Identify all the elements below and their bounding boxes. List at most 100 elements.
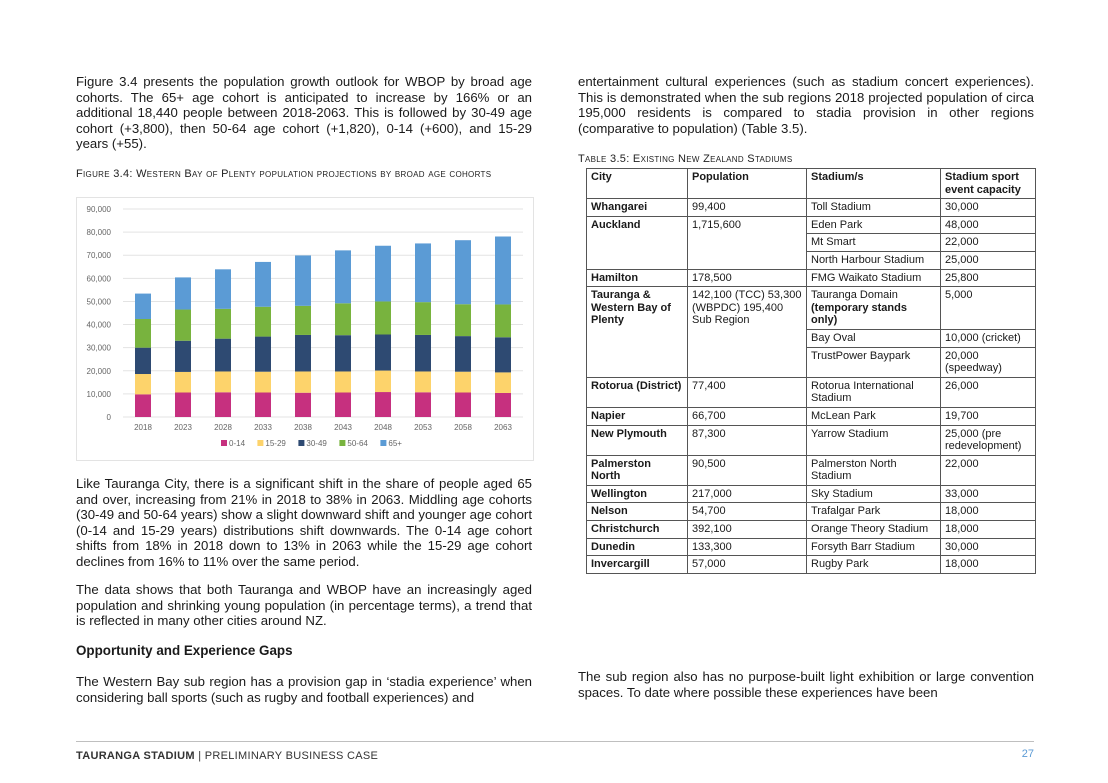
city-cell: Invercargill <box>586 555 688 574</box>
bar-segment-65+ <box>215 269 231 309</box>
bar-segment-0-14 <box>375 392 391 417</box>
bar-segment-15-29 <box>375 370 391 393</box>
y-tick-label: 10,000 <box>87 390 112 399</box>
y-tick-label: 30,000 <box>87 344 112 353</box>
bar-segment-15-29 <box>455 371 471 393</box>
legend-swatch <box>298 440 305 446</box>
stadiums-table: City Population Stadium/s Stadium sport eve… <box>586 167 1036 574</box>
bar-segment-65+ <box>255 261 271 307</box>
capacity-cell: 22,000 <box>940 454 1036 486</box>
bar-segment-30-49 <box>335 335 351 372</box>
stadium-cell: Palmerston North Stadium <box>806 454 941 486</box>
provision-gap-paragraph: The Western Bay sub region has a provisi… <box>76 674 532 705</box>
page-number: 27 <box>1021 748 1034 760</box>
y-tick-label: 90,000 <box>87 205 112 214</box>
x-tick-label: 2058 <box>454 423 472 432</box>
stadium-name: Rotorua International Stadium <box>811 379 914 405</box>
stadium-name: Rugby Park <box>811 558 869 571</box>
capacity-cell: 22,000 <box>940 233 1036 252</box>
capacity-cell: 18,000 <box>940 502 1036 522</box>
footer-rule <box>76 741 1034 742</box>
bar-segment-0-14 <box>135 394 151 417</box>
table-row: Whangarei 99,400 Toll Stadium 30,000 <box>586 198 1036 217</box>
y-tick-label: 50,000 <box>87 297 112 306</box>
population-cell: 392,100 <box>687 520 807 539</box>
bar-segment-65+ <box>135 293 151 320</box>
bar-segment-50-64 <box>175 309 191 341</box>
population-cell: 142,100 (TCC) 53,300 (WBPDC) 195,400 Sub… <box>687 286 807 378</box>
bar-segment-30-49 <box>135 347 151 375</box>
table-row: New Plymouth 87,300 Yarrow Stadium 25,000 (… <box>586 424 1036 456</box>
stadium-name: Eden Park <box>811 218 863 231</box>
capacity-cell: 25,000 (pre redevelopment) <box>940 424 1036 456</box>
bar-segment-15-29 <box>215 371 231 393</box>
stadium-cell: Rotorua International Stadium <box>806 376 941 408</box>
population-cell: 178,500 <box>687 268 807 288</box>
bar-segment-65+ <box>495 236 511 305</box>
bar-segment-30-49 <box>415 334 431 372</box>
population-chart-svg: 0 10,000 20,000 30,000 40,000 50,000 60,000 70,… <box>87 205 523 448</box>
footer-brand: TAURANGA STADIUM <box>76 750 195 762</box>
stadium-name: TrustPower Baypark <box>811 349 911 362</box>
capacity-cell: 30,000 <box>940 537 1036 557</box>
section-heading: Opportunity and Experience Gaps <box>76 643 293 658</box>
stadium-cell: McLean Park <box>806 406 941 426</box>
bar-segment-15-29 <box>175 371 191 393</box>
capacity-cell: 30,000 <box>940 198 1036 217</box>
bar-segment-30-49 <box>255 336 271 372</box>
stadium-name: FMG Waikato Stadium <box>811 271 922 284</box>
bar-segment-50-64 <box>215 308 231 339</box>
stadium-cell: TrustPower Baypark <box>806 346 941 378</box>
bar-segment-50-64 <box>335 303 351 336</box>
stadium-name: North Harbour Stadium <box>811 253 925 266</box>
capacity-cell: 25,800 <box>940 268 1036 288</box>
table-row: Auckland 1,715,600 Eden Park 48,000 <box>586 215 1036 270</box>
stadium-name: McLean Park <box>811 409 876 422</box>
stadium-name: Palmerston North Stadium <box>811 457 897 483</box>
capacity-cell: 10,000 (cricket) <box>940 328 1036 348</box>
x-tick-label: 2028 <box>214 423 232 432</box>
x-tick-label: 2038 <box>294 423 312 432</box>
x-tick-label: 2053 <box>414 423 432 432</box>
table-row: Tauranga & Western Bay of Plenty 142,100 … <box>586 286 1036 378</box>
bar-segment-50-64 <box>255 306 271 337</box>
population-cell: 1,715,600 <box>687 215 807 270</box>
legend-swatch <box>221 440 227 446</box>
bar-segment-0-14 <box>455 392 471 417</box>
bar-segment-15-29 <box>295 371 311 393</box>
population-cell: 133,300 <box>687 537 807 557</box>
table-row: Invercargill 57,000 Rugby Park 18,000 <box>586 555 1036 574</box>
legend-label: 50-64 <box>347 439 368 448</box>
legend-label: 15-29 <box>265 439 286 448</box>
stadium-name: Orange Theory Stadium <box>811 523 929 536</box>
bar-segment-65+ <box>455 240 471 305</box>
city-cell: Rotorua (District) <box>586 376 688 408</box>
bar-segment-50-64 <box>295 305 311 335</box>
stadium-name: Sky Stadium <box>811 487 873 500</box>
bar-segment-50-64 <box>495 304 511 338</box>
stadium-name: Mt Smart <box>811 236 856 249</box>
bar-segment-30-49 <box>455 336 471 372</box>
stadium-cell: Sky Stadium <box>806 484 941 504</box>
exhibition-paragraph: The sub region also has no purpose-built… <box>578 669 1034 700</box>
population-cell: 90,500 <box>687 454 807 486</box>
population-cell: 77,400 <box>687 376 807 408</box>
right-intro-paragraph: entertainment cultural experiences (such… <box>578 74 1034 136</box>
table-row: Napier 66,700 McLean Park 19,700 <box>586 406 1036 426</box>
capacity-cell: 20,000 (speedway) <box>940 346 1036 378</box>
capacity-cell: 33,000 <box>940 484 1036 504</box>
table-row: Christchurch 392,100 Orange Theory Stadium… <box>586 520 1036 539</box>
bar-segment-50-64 <box>415 302 431 335</box>
stadium-name: Tauranga Domain <box>811 289 898 302</box>
table-row: Mt Smart 22,000 <box>587 233 1036 252</box>
bar-segment-15-29 <box>255 371 271 393</box>
bar-segment-50-64 <box>135 319 151 348</box>
population-cell: 66,700 <box>687 406 807 426</box>
stadium-name: Forsyth Barr Stadium <box>811 540 915 553</box>
table-row: Palmerston North 90,500 Palmerston North S… <box>586 454 1036 486</box>
capacity-cell: 18,000 <box>940 520 1036 539</box>
capacity-cell: 5,000 <box>940 286 1036 330</box>
stadium-name: Toll Stadium <box>811 201 871 214</box>
bar-segment-0-14 <box>335 392 351 417</box>
bar-segment-0-14 <box>255 392 271 417</box>
